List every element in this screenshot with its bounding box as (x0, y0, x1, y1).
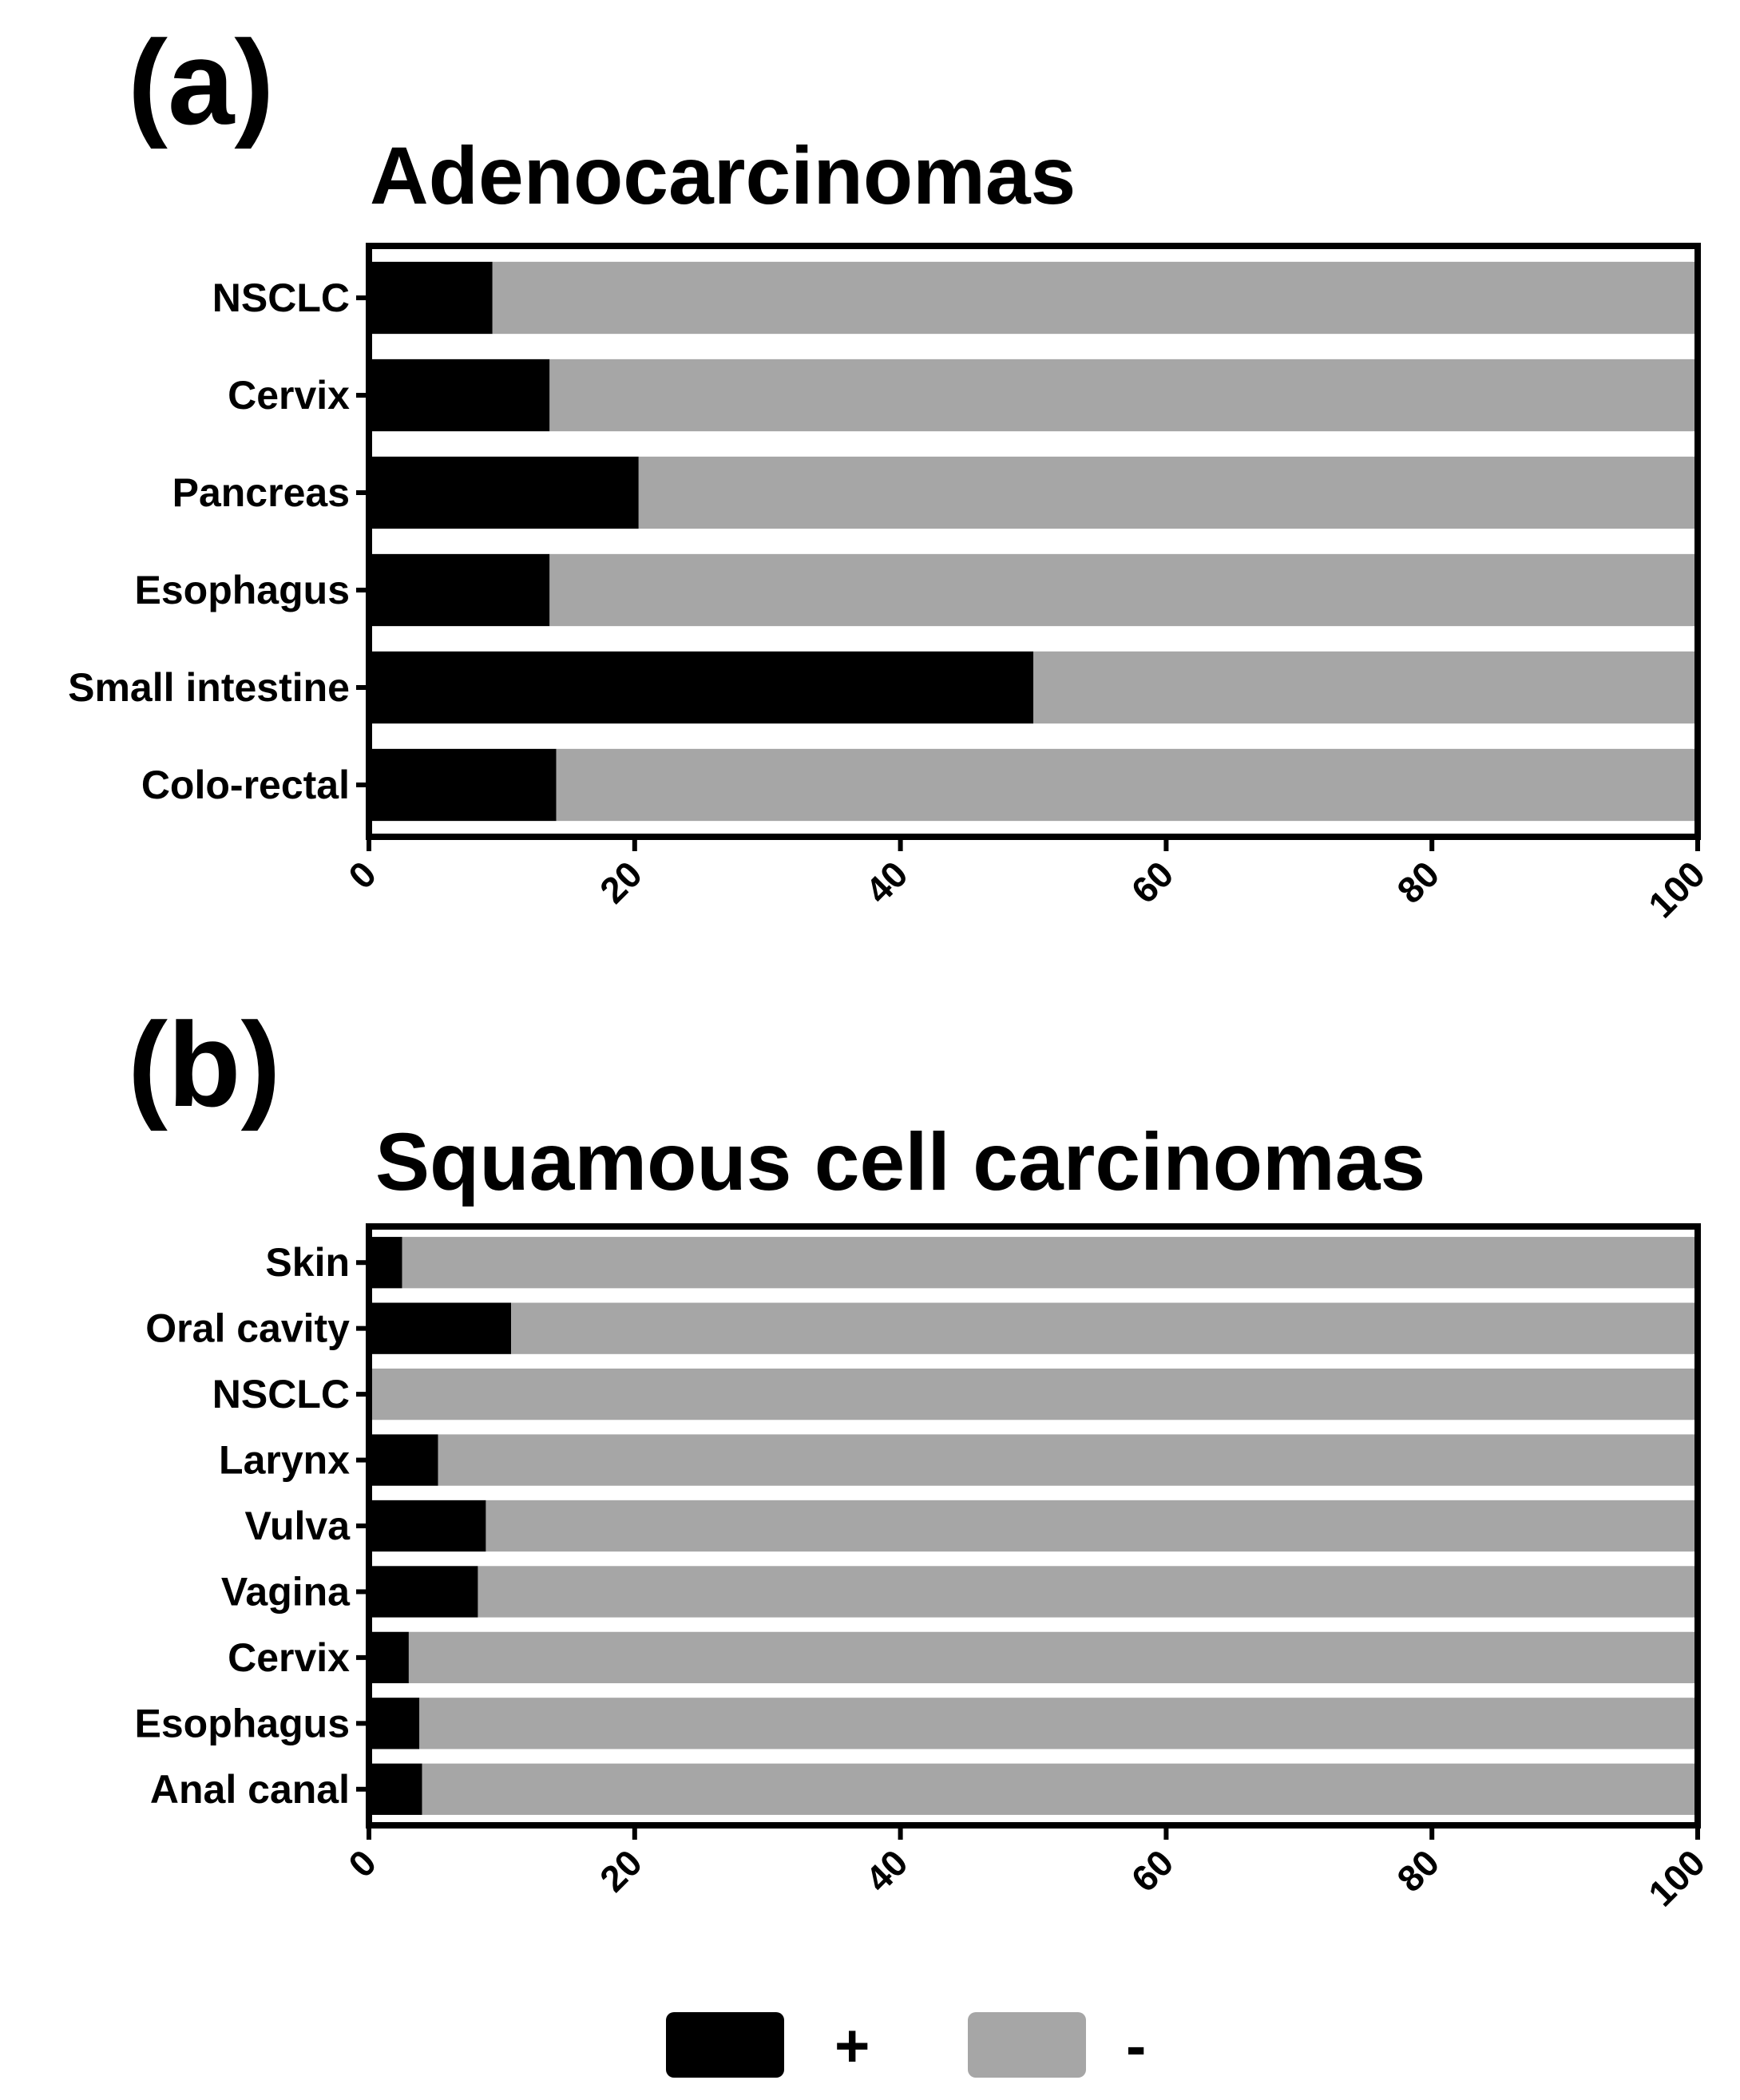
legend-label-positive: + (834, 2012, 870, 2080)
chart-b-title: Squamous cell carcinomas (375, 1116, 1425, 1207)
chart-a-xtick-label-60: 60 (1124, 853, 1182, 911)
chart-b-bar-skin-positive (369, 1237, 402, 1289)
chart-b-category-label-larynx: Larynx (219, 1438, 350, 1483)
legend-swatch-negative (968, 2012, 1086, 2078)
chart-b-bar-skin-negative (402, 1237, 1698, 1289)
chart-a-category-label-esophagus: Esophagus (135, 568, 350, 612)
chart-b-category-label-esophagus: Esophagus (135, 1701, 350, 1745)
chart-a-bar-colo-rectal-positive (369, 748, 557, 822)
chart-a-category-label-pancreas: Pancreas (172, 470, 350, 515)
chart-b-xtick-label-60: 60 (1124, 1841, 1182, 1900)
chart-a-xtick-label-80: 80 (1389, 853, 1447, 911)
chart-b-xtick-label-80: 80 (1389, 1841, 1447, 1900)
panel-letter-b: (b) (128, 997, 281, 1131)
chart-b-bar-nsclc-negative (369, 1368, 1698, 1420)
chart-a-bar-small-intestine-negative (1033, 651, 1698, 724)
legend-label-negative: - (1126, 2012, 1146, 2080)
chart-a-xtick-label-40: 40 (858, 853, 916, 911)
chart-a-category-label-nsclc: NSCLC (212, 275, 350, 320)
chart-b-bar-vulva-negative (486, 1500, 1698, 1552)
chart-b-bar-oral-cavity-negative (511, 1302, 1698, 1354)
chart-a-bar-nsclc-positive (369, 261, 493, 335)
chart-b-bar-anal-canal-positive (369, 1763, 422, 1815)
chart-b-bar-cervix-positive (369, 1631, 409, 1684)
chart-a-bar-nsclc-negative (492, 261, 1698, 335)
chart-b-bar-larynx-positive (369, 1434, 438, 1486)
chart-squamous-cell-carcinomas: Squamous cell carcinomas Skin Oral cavity N… (135, 1116, 1714, 1914)
panel-letter-a: (a) (128, 15, 274, 149)
chart-a-bar-esophagus-positive (369, 553, 550, 627)
chart-a-bar-colo-rectal-negative (556, 748, 1698, 822)
chart-a-bar-cervix-negative (549, 359, 1698, 432)
chart-a-bar-pancreas-negative (638, 456, 1698, 529)
chart-b-bar-cervix-negative (408, 1631, 1698, 1684)
chart-b-xtick-label-20: 20 (592, 1841, 650, 1900)
chart-b-category-label-vagina: Vagina (221, 1569, 351, 1614)
legend-swatch-positive (666, 2012, 784, 2078)
chart-a-xtick-label-0: 0 (340, 853, 384, 897)
chart-b-bar-oral-cavity-positive (369, 1302, 512, 1354)
chart-a-bar-esophagus-negative (549, 553, 1698, 627)
chart-a-xtick-label-20: 20 (592, 853, 650, 911)
chart-b-category-label-anal-canal: Anal canal (150, 1767, 350, 1812)
chart-a-category-label-small-intestine: Small intestine (68, 665, 350, 710)
chart-a-xtick-label-100: 100 (1640, 853, 1713, 925)
chart-b-xtick-label-0: 0 (340, 1841, 384, 1885)
chart-b-bar-vagina-positive (369, 1566, 478, 1618)
chart-b-bar-vagina-negative (478, 1566, 1698, 1618)
chart-a-category-label-colo-rectal: Colo-rectal (141, 763, 350, 807)
chart-b-bar-anal-canal-negative (422, 1763, 1698, 1815)
legend: + - (666, 2012, 1146, 2080)
chart-b-bar-vulva-positive (369, 1500, 486, 1552)
chart-b-category-label-cervix: Cervix (228, 1635, 350, 1680)
chart-b-xtick-label-40: 40 (858, 1841, 916, 1900)
chart-b-category-label-vulva: Vulva (244, 1504, 351, 1548)
chart-b-bar-larynx-negative (438, 1434, 1698, 1486)
chart-a-bar-cervix-positive (369, 359, 550, 432)
chart-adenocarcinomas: Adenocarcinomas NSCLC Cervix Pancreas Esopha… (68, 130, 1713, 925)
chart-b-category-label-nsclc: NSCLC (212, 1372, 350, 1417)
chart-a-bar-small-intestine-positive (369, 651, 1033, 724)
chart-b-xtick-label-100: 100 (1640, 1841, 1713, 1914)
chart-b-plot-frame (366, 1223, 1701, 1829)
chart-a-plot-frame (366, 243, 1701, 840)
chart-a-bar-pancreas-positive (369, 456, 639, 529)
chart-b-bar-esophagus-positive (369, 1698, 420, 1749)
chart-b-category-label-oral-cavity: Oral cavity (145, 1306, 350, 1351)
chart-b-bar-esophagus-negative (419, 1698, 1698, 1749)
chart-a-category-label-cervix: Cervix (228, 373, 350, 418)
chart-a-title: Adenocarcinomas (370, 130, 1076, 221)
chart-b-category-label-skin: Skin (265, 1240, 350, 1285)
